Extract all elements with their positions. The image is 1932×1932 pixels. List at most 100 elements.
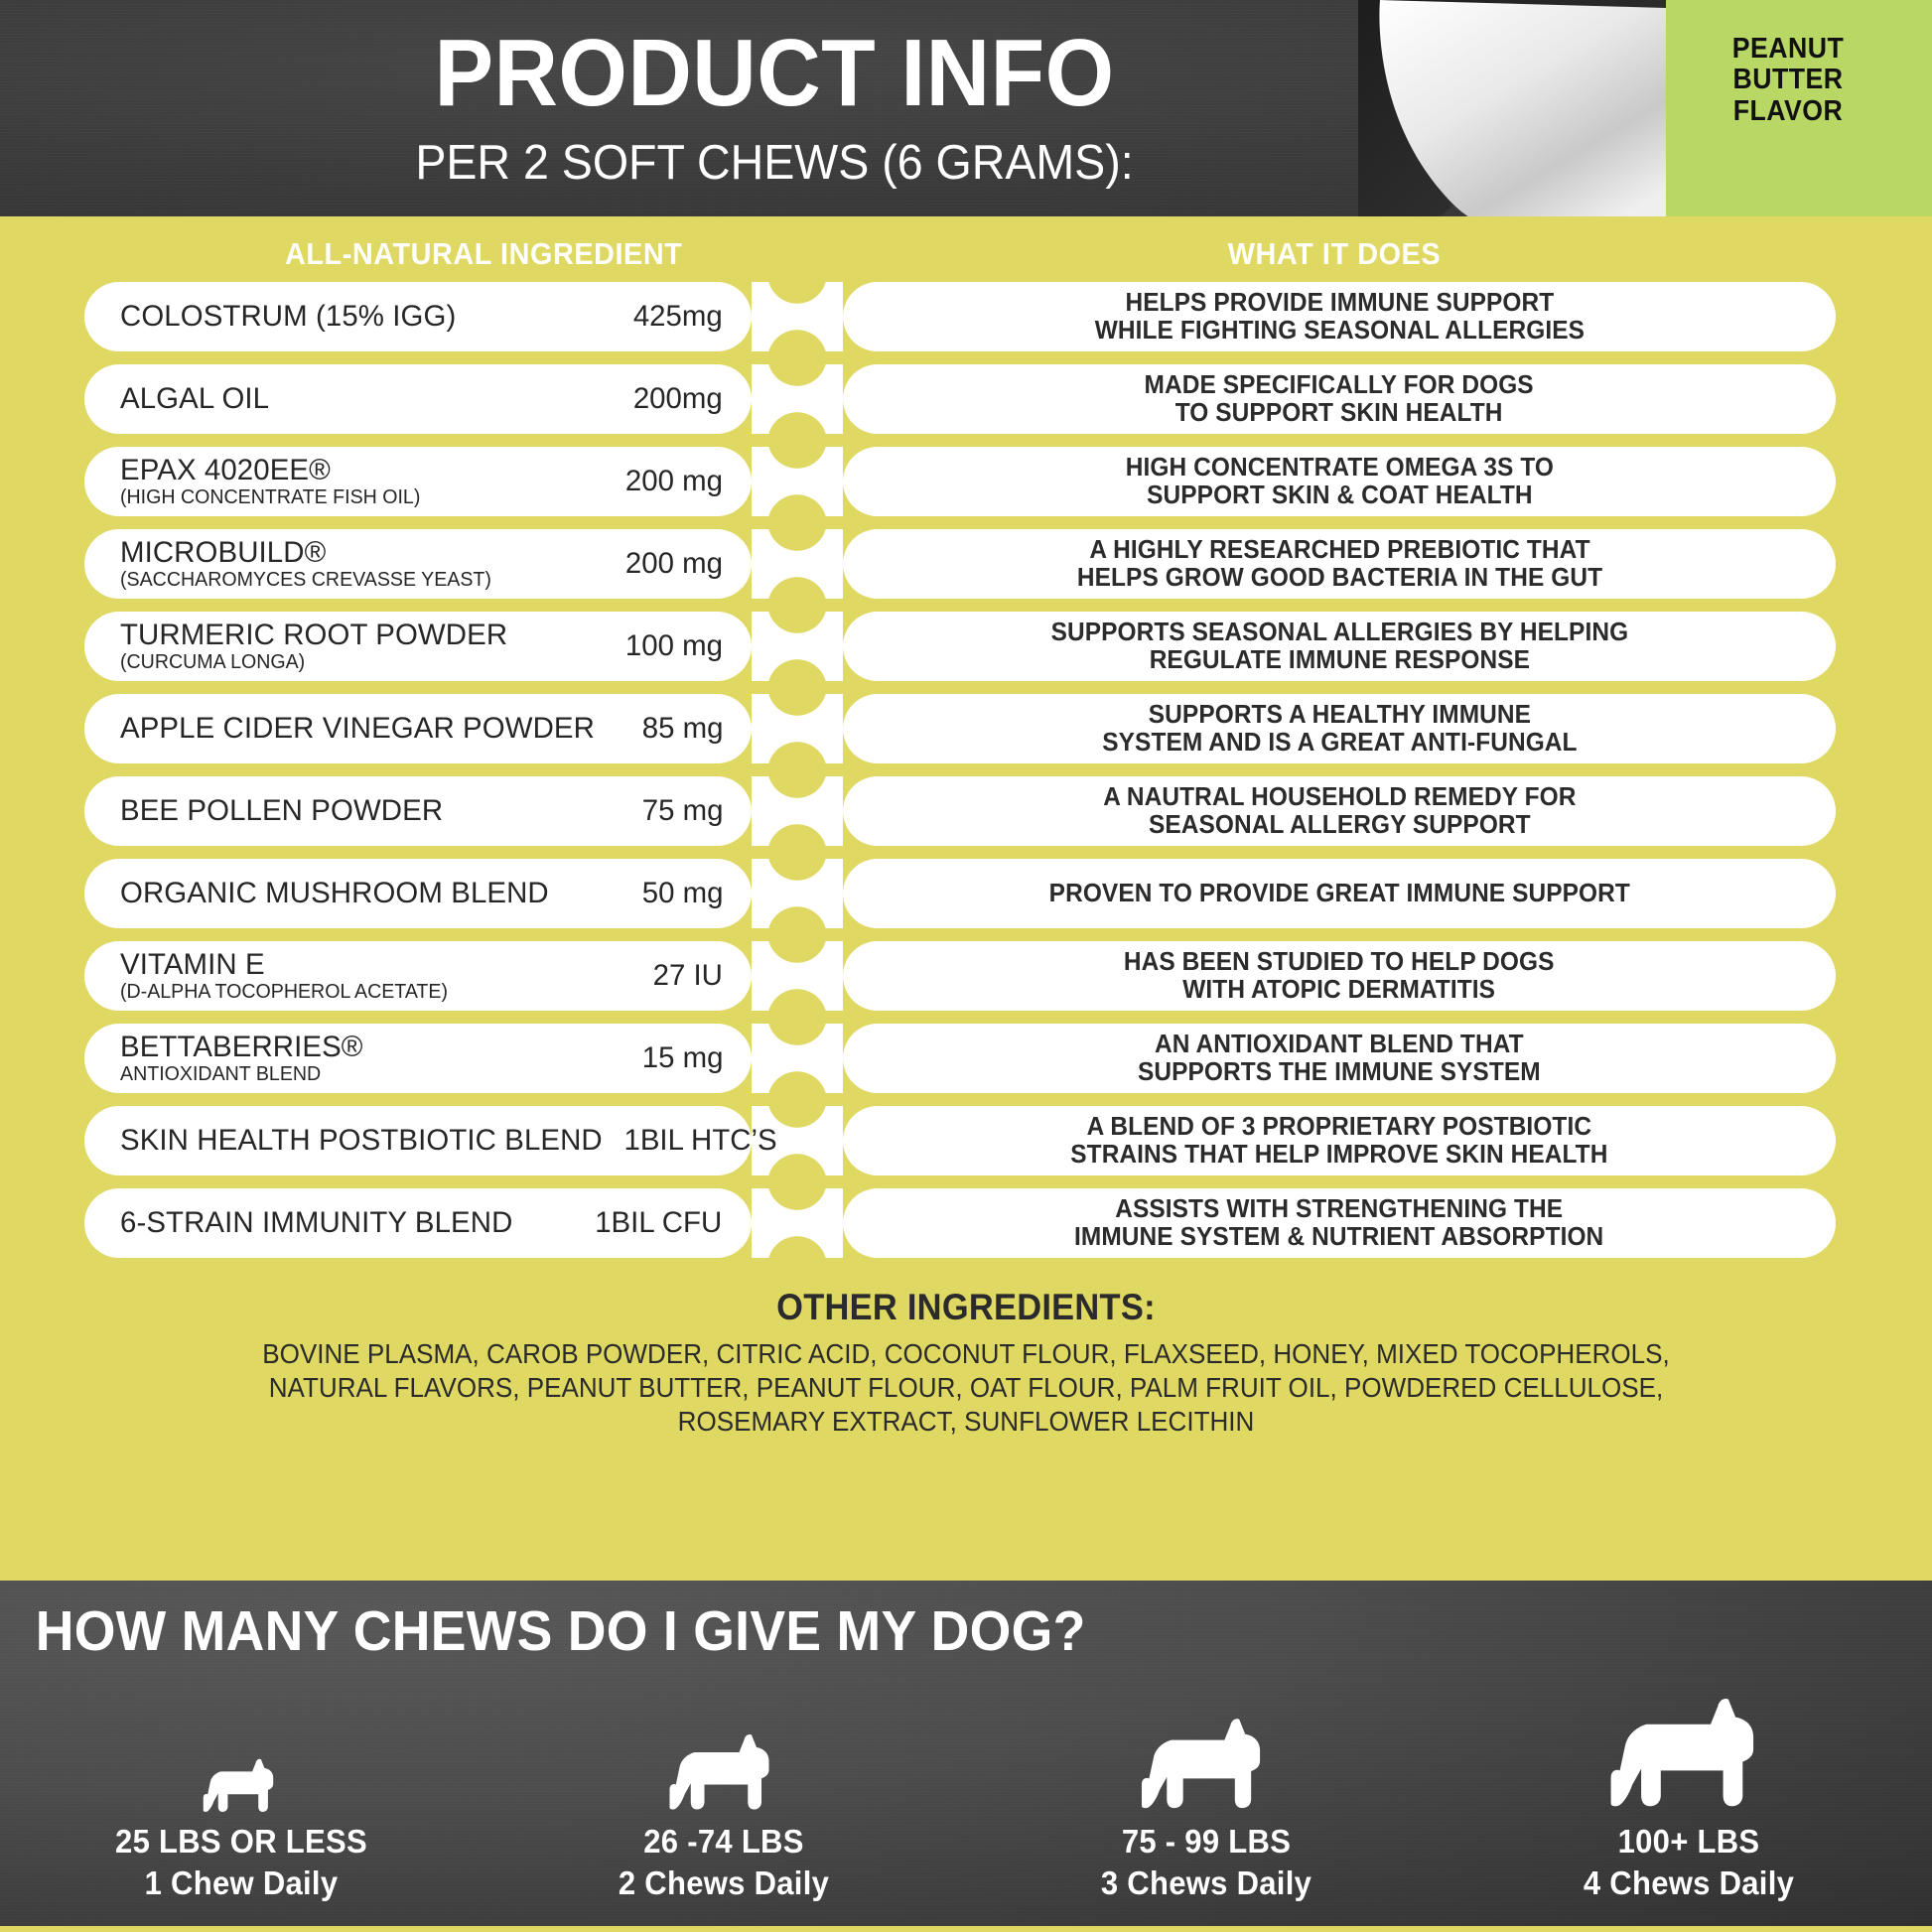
dosage-chews: 2 Chews Daily	[618, 1864, 830, 1901]
ingredient-name: COLOSTRUM (15% IGG)	[120, 300, 457, 334]
ingredient-name-group: BETTABERRIES® ANTIOXIDANT BLEND	[120, 1032, 631, 1085]
other-ingredients-title: OTHER INGREDIENTS:	[776, 1287, 1156, 1327]
small-dog-icon	[203, 1758, 273, 1812]
description-text: A HIGHLY RESEARCHED PREBIOTIC THAT HELPS…	[1076, 534, 1601, 592]
ingredient-name-group: TURMERIC ROOT POWDER (CURCUMA LONGA)	[120, 620, 615, 673]
description-line-2: SUPPORT SKIN & COAT HEALTH	[1146, 480, 1533, 509]
other-ingredients-line-2: NATURAL FLAVORS, PEANUT BUTTER, PEANUT F…	[268, 1372, 1664, 1404]
ingredient-amount: 27 IU	[652, 959, 724, 992]
description-line-2: TO SUPPORT SKIN HEALTH	[1175, 397, 1503, 427]
ingredient-name: MICROBUILD®	[120, 535, 327, 569]
other-ingredients-section: OTHER INGREDIENTS: BOVINE PLASMA, CAROB …	[0, 1271, 1932, 1439]
ingredient-pill: SKIN HEALTH POSTBIOTIC BLEND 1BIL HTC’S	[84, 1106, 776, 1175]
description-pill: A NAUTRAL HOUSEHOLD REMEDY FOR SEASONAL …	[843, 776, 1836, 846]
dosage-chews: 1 Chew Daily	[144, 1864, 339, 1901]
ingredient-pill: ALGAL OIL 200mg	[84, 364, 752, 434]
description-line-1: A HIGHLY RESEARCHED PREBIOTIC THAT	[1088, 534, 1590, 565]
description-text: MADE SPECIFICALLY FOR DOGS TO SUPPORT SK…	[1145, 370, 1534, 427]
row-connector	[752, 529, 843, 599]
ingredient-name-group: MICROBUILD® (SACCHAROMYCES CREVASSE YEAS…	[120, 537, 615, 591]
ingredient-pill: APPLE CIDER VINEGAR POWDER 85 mg	[84, 694, 752, 763]
ingredient-name: ORGANIC MUSHROOM BLEND	[120, 877, 549, 910]
flavor-badge: PEANUT BUTTER FLAVOR	[1674, 33, 1902, 127]
header-banner: PRODUCT INFO PER 2 SOFT CHEWS (6 GRAMS):…	[0, 0, 1932, 216]
description-pill: AN ANTIOXIDANT BLEND THAT SUPPORTS THE I…	[843, 1024, 1836, 1093]
description-pill: HELPS PROVIDE IMMUNE SUPPORT WHILE FIGHT…	[843, 282, 1836, 351]
table-row: TURMERIC ROOT POWDER (CURCUMA LONGA) 100…	[0, 612, 1932, 681]
medium-dog-icon	[669, 1734, 768, 1810]
ingredient-pill: MICROBUILD® (SACCHAROMYCES CREVASSE YEAS…	[84, 529, 752, 599]
description-text: HELPS PROVIDE IMMUNE SUPPORT WHILE FIGHT…	[1094, 288, 1584, 345]
flavor-line-3: FLAVOR	[1732, 94, 1844, 127]
ingredient-name-group: ALGAL OIL	[120, 383, 622, 414]
dosage-title: HOW MANY CHEWS DO I GIVE MY DOG?	[35, 1599, 1086, 1663]
description-line-2: SYSTEM AND IS A GREAT ANTI-FUNGAL	[1101, 727, 1578, 757]
table-row: APPLE CIDER VINEGAR POWDER 85 mg SUPPORT…	[0, 694, 1932, 763]
description-line-1: SUPPORTS SEASONAL ALLERGIES BY HELPING	[1050, 617, 1628, 647]
ingredient-name: ALGAL OIL	[120, 382, 270, 416]
description-line-1: HIGH CONCENTRATE OMEGA 3S TO	[1125, 452, 1554, 483]
ingredient-amount: 1BIL CFU	[595, 1206, 723, 1239]
row-connector	[752, 1188, 843, 1258]
ingredient-table-section: ALL-NATURAL INGREDIENT WHAT IT DOES COLO…	[0, 216, 1932, 1581]
description-line-1: A BLEND OF 3 PROPRIETARY POSTBIOTIC	[1086, 1111, 1592, 1142]
flavor-line-1: PEANUT	[1731, 33, 1845, 65]
description-line-1: AN ANTIOXIDANT BLEND THAT	[1155, 1029, 1524, 1059]
column-header-ingredient: ALL-NATURAL INGREDIENT	[285, 236, 683, 271]
ingredient-name: BETTABERRIES®	[120, 1030, 363, 1063]
dog-silhouette-box	[965, 1668, 1448, 1817]
header-titles: PRODUCT INFO PER 2 SOFT CHEWS (6 GRAMS):	[0, 0, 1549, 191]
row-connector	[752, 447, 843, 516]
table-row: COLOSTRUM (15% IGG) 425mg HELPS PROVIDE …	[0, 282, 1932, 351]
ingredient-amount: 15 mg	[641, 1041, 724, 1074]
description-line-1: PROVEN TO PROVIDE GREAT IMMUNE SUPPORT	[1048, 878, 1630, 908]
ingredient-name-group: BEE POLLEN POWDER	[120, 795, 631, 826]
table-row: VITAMIN E (D-ALPHA TOCOPHEROL ACETATE) 2…	[0, 941, 1932, 1011]
ingredient-name: TURMERIC ROOT POWDER	[120, 618, 508, 651]
ingredient-amount: 200 mg	[624, 465, 723, 497]
page-title: PRODUCT INFO	[434, 20, 1115, 126]
ingredient-name-group: EPAX 4020EE® (HIGH CONCENTRATE FISH OIL)	[120, 455, 615, 508]
ingredient-rows: COLOSTRUM (15% IGG) 425mg HELPS PROVIDE …	[0, 282, 1932, 1258]
ingredient-pill: BEE POLLEN POWDER 75 mg	[84, 776, 752, 846]
description-text: SUPPORTS SEASONAL ALLERGIES BY HELPING R…	[1050, 617, 1628, 674]
dosage-weight: 75 - 99 LBS	[1121, 1823, 1292, 1860]
description-line-1: ASSISTS WITH STRENGTHENING THE	[1115, 1193, 1564, 1224]
table-row: ORGANIC MUSHROOM BLEND 50 mg PROVEN TO P…	[0, 859, 1932, 928]
dog-silhouette-box	[1448, 1668, 1930, 1817]
row-connector	[752, 859, 843, 928]
ingredient-name-group: SKIN HEALTH POSTBIOTIC BLEND	[120, 1125, 613, 1156]
description-text: A BLEND OF 3 PROPRIETARY POSTBIOTIC STRA…	[1070, 1111, 1607, 1169]
ingredient-pill: 6-STRAIN IMMUNITY BLEND 1BIL CFU	[84, 1188, 752, 1258]
ingredient-amount: 50 mg	[641, 877, 724, 909]
large-dog-icon	[1141, 1719, 1260, 1809]
description-pill: A BLEND OF 3 PROPRIETARY POSTBIOTIC STRA…	[843, 1106, 1836, 1175]
ingredient-amount: 425mg	[633, 300, 723, 333]
table-row: 6-STRAIN IMMUNITY BLEND 1BIL CFU ASSISTS…	[0, 1188, 1932, 1258]
description-pill: ASSISTS WITH STRENGTHENING THE IMMUNE SY…	[843, 1188, 1836, 1258]
description-line-2: WITH ATOPIC DERMATITIS	[1182, 974, 1496, 1004]
description-line-2: REGULATE IMMUNE RESPONSE	[1149, 644, 1530, 674]
table-row: EPAX 4020EE® (HIGH CONCENTRATE FISH OIL)…	[0, 447, 1932, 516]
ingredient-amount: 200 mg	[624, 547, 723, 580]
description-line-2: IMMUNE SYSTEM & NUTRIENT ABSORPTION	[1074, 1221, 1604, 1251]
table-column-headers: ALL-NATURAL INGREDIENT WHAT IT DOES	[0, 220, 1932, 282]
row-connector	[752, 364, 843, 434]
description-text: AN ANTIOXIDANT BLEND THAT SUPPORTS THE I…	[1138, 1029, 1541, 1086]
other-ingredients-line-1: BOVINE PLASMA, CAROB POWDER, CITRIC ACID…	[262, 1338, 1670, 1369]
ingredient-name-group: COLOSTRUM (15% IGG)	[120, 301, 622, 332]
xlarge-dog-icon	[1610, 1699, 1753, 1807]
page-peel-icon	[1358, 0, 1666, 216]
description-pill: SUPPORTS A HEALTHY IMMUNE SYSTEM AND IS …	[843, 694, 1836, 763]
ingredient-subname: (SACCHAROMYCES CREVASSE YEAST)	[120, 569, 491, 592]
ingredient-pill: TURMERIC ROOT POWDER (CURCUMA LONGA) 100…	[84, 612, 752, 681]
dosage-item: 26 -74 LBS 2 Chews Daily	[483, 1668, 965, 1902]
column-header-what-it-does: WHAT IT DOES	[1227, 236, 1442, 271]
description-pill: HIGH CONCENTRATE OMEGA 3S TO SUPPORT SKI…	[843, 447, 1836, 516]
ingredient-subname: (CURCUMA LONGA)	[120, 651, 306, 674]
ingredient-name: EPAX 4020EE®	[120, 453, 331, 486]
flavor-line-2: BUTTER	[1732, 64, 1844, 96]
row-connector	[752, 1106, 843, 1175]
table-row: BETTABERRIES® ANTIOXIDANT BLEND 15 mg AN…	[0, 1024, 1932, 1093]
